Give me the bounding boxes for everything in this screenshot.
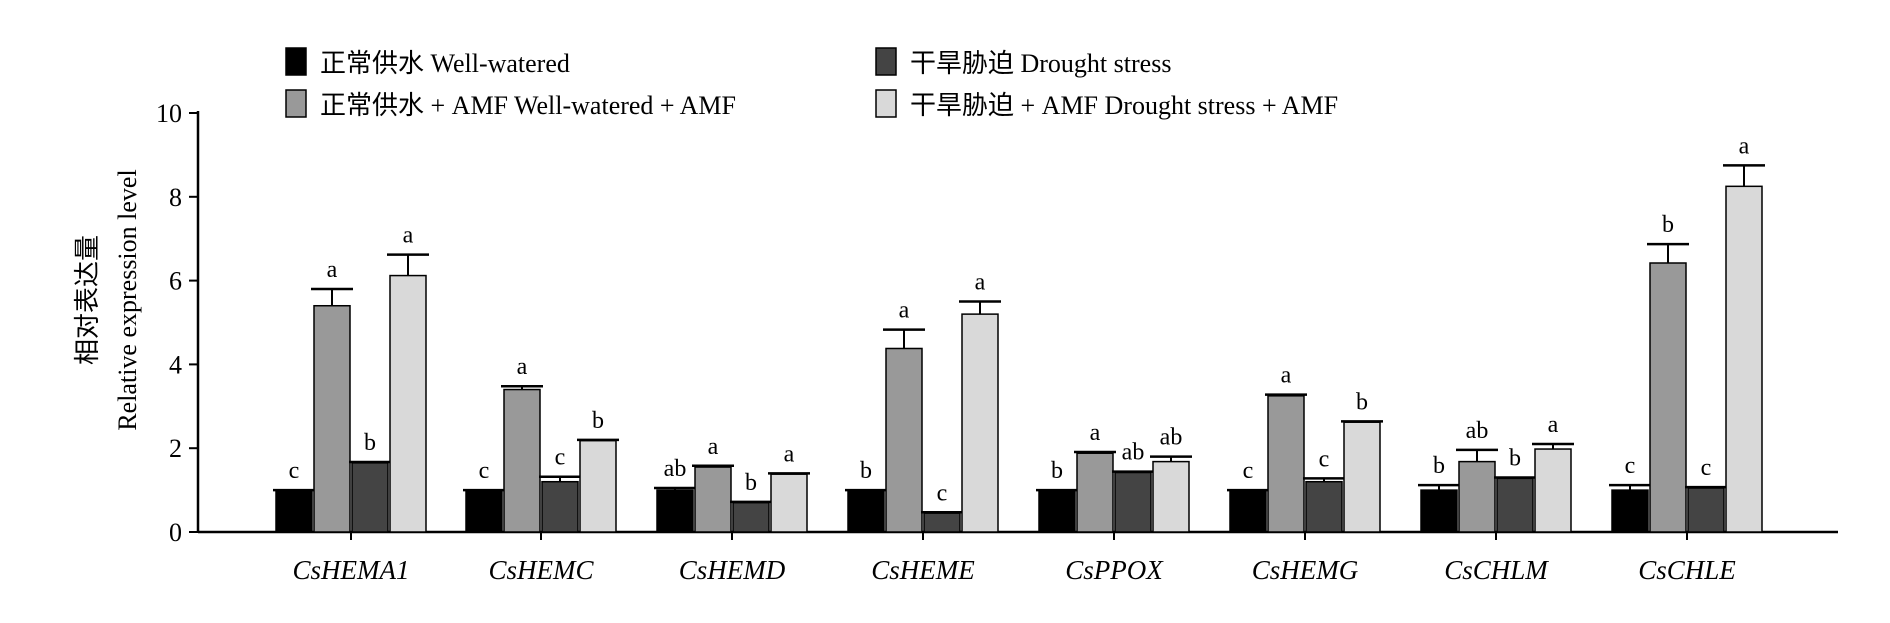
significance-label: b: [1356, 389, 1368, 415]
bar-CsHEME-series-4: [961, 313, 999, 533]
bar-CsHEMA1-series-2: [313, 304, 351, 533]
significance-label: a: [403, 223, 414, 249]
y-tick-label: 6: [169, 267, 182, 296]
bar-CsHEMA1-series-3: [351, 462, 389, 533]
bar-CsHEMD-series-1: [656, 489, 694, 533]
bar-CsCHLE-series-3: [1687, 487, 1725, 533]
significance-label: ab: [1160, 425, 1183, 451]
significance-label: a: [784, 441, 795, 467]
bar-CsHEMC-series-4: [579, 439, 617, 533]
bar-CsHEMG-series-1: [1229, 489, 1267, 533]
bar-CsCHLE-series-2: [1649, 262, 1687, 533]
significance-label: c: [289, 458, 300, 484]
legend-label-4: 干旱胁迫 + AMF Drought stress + AMF: [910, 91, 1338, 120]
significance-label: b: [364, 430, 376, 456]
bar-CsPPOX-series-1: [1038, 489, 1076, 533]
bar-CsPPOX-series-4: [1152, 460, 1190, 533]
significance-label: c: [555, 445, 566, 471]
significance-label: a: [708, 434, 719, 460]
significance-label: a: [899, 298, 910, 324]
legend-label-1: 正常供水 Well-watered: [320, 49, 570, 78]
x-tick-label-CsHEMA1: CsHEMA1: [293, 555, 410, 585]
significance-label: ab: [664, 456, 687, 482]
x-tick-label-CsCHLE: CsCHLE: [1638, 555, 1736, 585]
significance-label: c: [1701, 455, 1712, 481]
bar-CsHEMG-series-2: [1267, 395, 1305, 533]
significance-label: a: [517, 354, 528, 380]
significance-label: a: [1548, 412, 1559, 438]
x-tick-label-CsHEMD: CsHEMD: [679, 555, 786, 585]
y-tick-label: 10: [156, 99, 182, 128]
significance-label: a: [1739, 133, 1750, 159]
bar-CsCHLE-series-4: [1725, 185, 1763, 533]
legend-label-3: 干旱胁迫 Drought stress: [910, 49, 1171, 78]
y-tick-label: 4: [169, 350, 182, 379]
significance-label: c: [1319, 446, 1330, 472]
significance-label: b: [860, 458, 872, 484]
legend-swatch-3: [875, 47, 897, 76]
bar-CsHEMC-series-1: [465, 489, 503, 533]
legend-swatch-2: [285, 89, 307, 118]
significance-label: a: [327, 257, 338, 283]
x-tick-label-CsHEMG: CsHEMG: [1252, 555, 1359, 585]
significance-label: c: [479, 458, 490, 484]
significance-label: b: [1433, 453, 1445, 479]
bar-CsPPOX-series-2: [1076, 452, 1114, 533]
bar-CsHEMD-series-2: [694, 466, 732, 533]
bar-CsHEMG-series-4: [1343, 421, 1381, 533]
bar-CsCHLE-series-1: [1611, 489, 1649, 533]
significance-label: c: [1243, 458, 1254, 484]
significance-label: ab: [1122, 440, 1145, 466]
x-tick-label-CsHEMC: CsHEMC: [488, 555, 594, 585]
bar-CsHEMA1-series-1: [275, 489, 313, 533]
bar-CsCHLM-series-1: [1420, 489, 1458, 533]
y-axis-label-cn: 相对表达量: [73, 235, 102, 365]
legend: 正常供水 Well-watered 正常供水 + AMF Well-watered…: [285, 47, 1338, 120]
bar-CsHEME-series-2: [885, 347, 923, 533]
y-axis-title: 相对表达量 Relative expression level: [73, 169, 142, 430]
significance-label: c: [1625, 453, 1636, 479]
legend-swatch-1: [285, 47, 307, 76]
x-tick-label-CsCHLM: CsCHLM: [1444, 555, 1549, 585]
significance-label: ab: [1466, 418, 1489, 444]
significance-label: a: [975, 270, 986, 296]
legend-label-2: 正常供水 + AMF Well-watered + AMF: [320, 91, 736, 120]
significance-label: a: [1090, 420, 1101, 446]
x-axis-labels: CsHEMA1 CsHEMC CsHEMD CsHEME CsPPOX CsHEMG CsC…: [293, 555, 1737, 585]
bar-CsCHLM-series-4: [1534, 448, 1572, 533]
significance-label: b: [592, 408, 604, 434]
significance-label: c: [937, 480, 948, 506]
y-tick-label: 8: [169, 183, 182, 212]
y-tick-label: 2: [169, 434, 182, 463]
significance-label: b: [1662, 212, 1674, 238]
bar-CsHEMC-series-3: [541, 480, 579, 533]
bar-CsPPOX-series-3: [1114, 471, 1152, 533]
significance-label: a: [1281, 363, 1292, 389]
x-tick-label-CsPPOX: CsPPOX: [1065, 555, 1164, 585]
significance-label: b: [1509, 446, 1521, 472]
bar-CsHEME-series-1: [847, 489, 885, 533]
bar-CsHEME-series-3: [923, 512, 961, 533]
bar-CsCHLM-series-3: [1496, 477, 1534, 533]
legend-swatch-4: [875, 89, 897, 118]
x-tick-label-CsHEME: CsHEME: [871, 555, 975, 585]
bar-CsHEMG-series-3: [1305, 480, 1343, 533]
significance-label: b: [745, 470, 757, 496]
y-axis-label-en: Relative expression level: [113, 169, 142, 430]
y-tick-label: 0: [169, 518, 182, 547]
bar-CsHEMA1-series-4: [389, 274, 427, 533]
bar-CsHEMD-series-4: [770, 473, 808, 533]
significance-label: b: [1051, 458, 1063, 484]
bar-CsCHLM-series-2: [1458, 460, 1496, 533]
bar-CsHEMC-series-2: [503, 388, 541, 533]
bar-CsHEMD-series-3: [732, 501, 770, 533]
